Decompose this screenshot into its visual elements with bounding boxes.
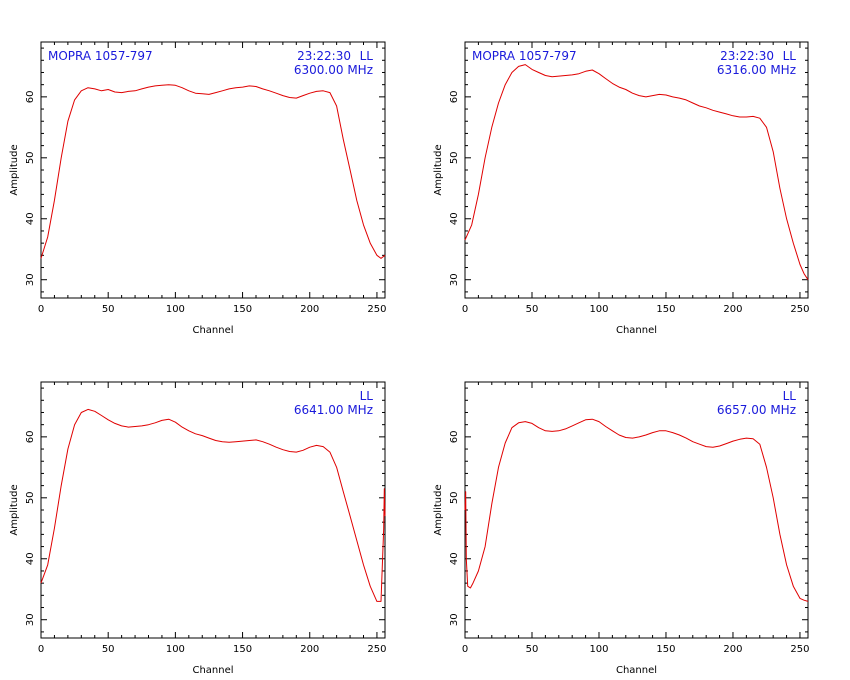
y-tick-label: 60 xyxy=(25,430,36,443)
polarization-label: LL xyxy=(783,49,797,63)
x-tick-label: 200 xyxy=(300,304,319,315)
spectrum-panel-3: 0 50 100 150 200 250 30 40 50 60 Channel Amplitude L… xyxy=(9,381,386,676)
frequency-label: 6316.00 MHz xyxy=(717,63,796,77)
polarization-label: LL xyxy=(360,389,374,403)
x-tick-label: 150 xyxy=(656,304,675,315)
spectrum-panel-1: 0 50 100 150 200 250 30 40 50 60 Channel Amplitude M… xyxy=(9,41,386,336)
frequency-label: 6300.00 MHz xyxy=(294,63,373,77)
x-tick-label: 100 xyxy=(166,304,185,315)
y-tick-label: 60 xyxy=(449,430,460,443)
y-axis-label: Amplitude xyxy=(433,484,444,535)
x-tick-label: 200 xyxy=(723,644,742,655)
y-axis-label: Amplitude xyxy=(9,484,20,535)
amplitude-series-line xyxy=(464,418,809,602)
x-tick-label: 100 xyxy=(589,644,608,655)
spectrum-panel-2: 0 50 100 150 200 250 30 40 50 60 Channel Amplitude M… xyxy=(433,41,810,336)
y-tick-label: 30 xyxy=(449,613,460,626)
y-tick-label: 40 xyxy=(449,552,460,565)
x-tick-label: 0 xyxy=(38,304,44,315)
amplitude-series-line xyxy=(40,408,386,602)
x-axis-label: Channel xyxy=(616,665,657,676)
y-tick-label: 40 xyxy=(25,212,36,225)
x-tick-label: 150 xyxy=(233,304,252,315)
spectrum-panel-4: 0 50 100 150 200 250 30 40 50 60 Channel Amplitude L… xyxy=(433,381,810,676)
polarization-label: LL xyxy=(360,49,374,63)
y-axis-label: Amplitude xyxy=(9,144,20,195)
x-tick-label: 50 xyxy=(526,304,539,315)
x-tick-label: 250 xyxy=(790,304,809,315)
x-tick-label: 150 xyxy=(656,644,675,655)
x-tick-label: 250 xyxy=(790,644,809,655)
x-tick-label: 200 xyxy=(723,304,742,315)
frequency-label: 6641.00 MHz xyxy=(294,403,373,417)
y-axis-label: Amplitude xyxy=(433,144,444,195)
timestamp: 23:22:30 xyxy=(297,49,351,63)
x-tick-label: 0 xyxy=(38,644,44,655)
x-axis-label: Channel xyxy=(192,665,233,676)
y-tick-label: 40 xyxy=(449,212,460,225)
source-name: MOPRA 1057-797 xyxy=(48,49,153,63)
x-tick-label: 100 xyxy=(166,644,185,655)
x-tick-label: 100 xyxy=(589,304,608,315)
x-tick-label: 50 xyxy=(102,304,115,315)
x-tick-label: 0 xyxy=(462,304,468,315)
amplitude-series-line xyxy=(464,64,809,280)
y-tick-label: 50 xyxy=(25,491,36,504)
y-tick-label: 50 xyxy=(25,151,36,164)
y-tick-label: 30 xyxy=(25,613,36,626)
y-tick-label: 50 xyxy=(449,151,460,164)
x-axis-label: Channel xyxy=(616,325,657,336)
y-tick-label: 30 xyxy=(449,273,460,286)
x-axis-label: Channel xyxy=(192,325,233,336)
timestamp: 23:22:30 xyxy=(720,49,774,63)
polarization-label: LL xyxy=(783,389,797,403)
x-tick-label: 50 xyxy=(526,644,539,655)
y-tick-label: 40 xyxy=(25,552,36,565)
x-tick-label: 0 xyxy=(462,644,468,655)
x-tick-label: 200 xyxy=(300,644,319,655)
x-tick-label: 250 xyxy=(367,644,386,655)
y-tick-label: 60 xyxy=(25,90,36,103)
source-name: MOPRA 1057-797 xyxy=(472,49,577,63)
y-tick-label: 50 xyxy=(449,491,460,504)
y-tick-label: 30 xyxy=(25,273,36,286)
amplitude-series-line xyxy=(40,84,386,259)
x-tick-label: 50 xyxy=(102,644,115,655)
frequency-label: 6657.00 MHz xyxy=(717,403,796,417)
y-tick-label: 60 xyxy=(449,90,460,103)
x-tick-label: 150 xyxy=(233,644,252,655)
x-tick-label: 250 xyxy=(367,304,386,315)
